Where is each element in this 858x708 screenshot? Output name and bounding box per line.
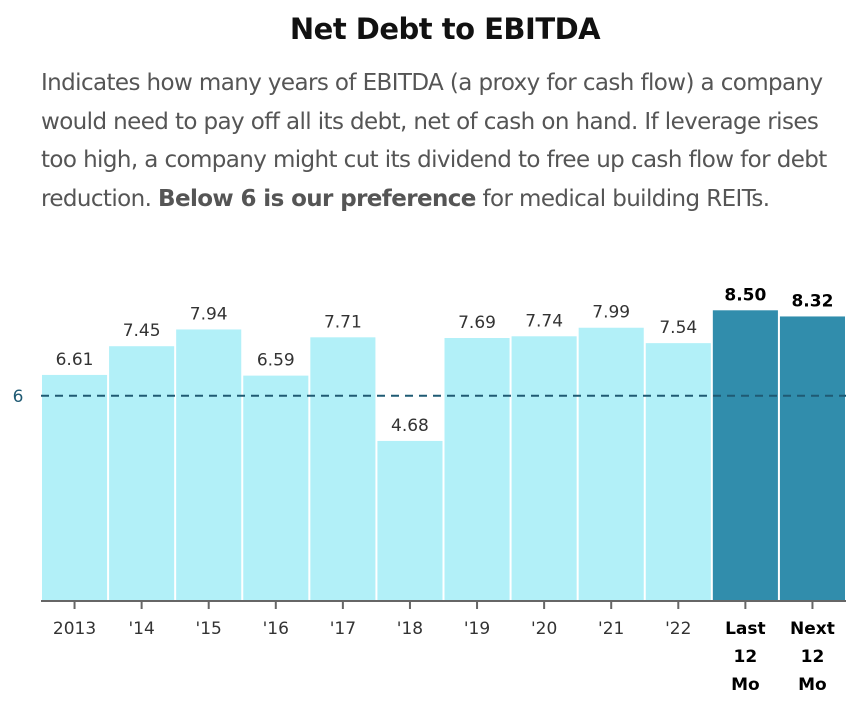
x-tick-label: '22 bbox=[665, 619, 691, 639]
x-tick-label: 12 bbox=[734, 647, 758, 667]
data-label: 7.54 bbox=[659, 318, 697, 338]
bar bbox=[645, 343, 711, 601]
x-tick-label: '18 bbox=[397, 619, 423, 639]
bar bbox=[779, 316, 845, 601]
description-text-1: Indicates how many years of EBITDA (a pr… bbox=[41, 70, 827, 212]
x-tick-label: '16 bbox=[263, 619, 289, 639]
data-label: 7.94 bbox=[190, 304, 228, 324]
x-tick-label: '21 bbox=[598, 619, 624, 639]
chart-title: Net Debt to EBITDA bbox=[289, 12, 601, 46]
data-label: 8.32 bbox=[791, 291, 833, 311]
x-tick-label: '20 bbox=[531, 619, 557, 639]
x-tick-label: '19 bbox=[464, 619, 490, 639]
data-label: 7.99 bbox=[592, 303, 630, 323]
x-tick-label: 2013 bbox=[53, 619, 96, 639]
x-tick-label: Mo bbox=[731, 675, 760, 695]
data-label: 7.45 bbox=[123, 321, 161, 341]
description-text-2: for medical building REITs. bbox=[475, 185, 770, 212]
x-tick-label: '17 bbox=[330, 619, 356, 639]
bar bbox=[310, 337, 376, 601]
bar bbox=[243, 375, 309, 601]
data-label: 7.71 bbox=[324, 312, 362, 332]
x-tick-label: Next bbox=[790, 619, 835, 639]
description-emphasis: Below 6 is our preference bbox=[158, 185, 476, 212]
data-label: 6.59 bbox=[257, 351, 295, 371]
x-tick-label: 12 bbox=[801, 647, 825, 667]
bar bbox=[712, 310, 778, 601]
data-label: 7.69 bbox=[458, 313, 496, 333]
x-tick-label: '14 bbox=[128, 619, 154, 639]
bar bbox=[578, 327, 644, 601]
x-tick-label: '15 bbox=[196, 619, 222, 639]
bar bbox=[511, 336, 577, 601]
x-tick-label: Mo bbox=[798, 675, 827, 695]
x-tick-label: Last bbox=[725, 619, 766, 639]
bar bbox=[377, 440, 443, 601]
data-label: 7.74 bbox=[525, 311, 563, 331]
data-label: 4.68 bbox=[391, 416, 429, 436]
data-label: 6.61 bbox=[56, 350, 94, 370]
bar bbox=[42, 374, 108, 601]
data-label: 8.50 bbox=[724, 285, 766, 305]
chart-description: Indicates how many years of EBITDA (a pr… bbox=[41, 64, 841, 218]
bar bbox=[176, 329, 242, 601]
bar bbox=[109, 346, 175, 601]
reference-line-label: 6 bbox=[13, 387, 24, 407]
bar bbox=[444, 338, 510, 601]
